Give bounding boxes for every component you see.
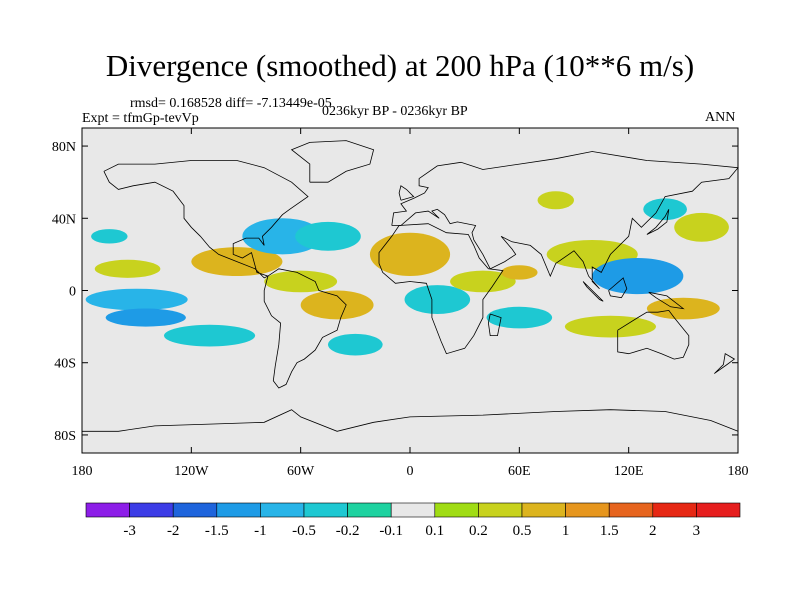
coast-british-isles bbox=[398, 185, 415, 201]
colorbar-swatch bbox=[85, 502, 130, 518]
coast-indonesia-borneo bbox=[608, 277, 628, 299]
field-blob bbox=[674, 212, 729, 242]
colorbar-label: -2 bbox=[167, 523, 180, 539]
field-blob bbox=[537, 191, 574, 210]
colorbar-swatch bbox=[129, 502, 174, 518]
colorbar-label: -1.5 bbox=[205, 523, 229, 539]
x-tick-label: 120W bbox=[174, 464, 209, 479]
field-blob bbox=[264, 270, 338, 293]
field-blob bbox=[94, 259, 161, 278]
coast-antarctica bbox=[82, 409, 739, 432]
plot-title: Divergence (smoothed) at 200 hPa (10**6 … bbox=[105, 48, 695, 83]
colorbar-label: 0.5 bbox=[513, 523, 532, 539]
y-tick-label: 80N bbox=[52, 140, 76, 155]
colorbar: -3 -2 -1.5 -1 -0.5 -0.2 -0.1 0.1 0.2 0.5 1 1.5 2 3 bbox=[85, 502, 741, 539]
colorbar-label: 0.2 bbox=[469, 523, 488, 539]
colorbar-label: 3 bbox=[693, 523, 701, 539]
colorbar-swatch bbox=[696, 502, 741, 518]
x-tick-label: 180 bbox=[72, 464, 93, 479]
colorbar-swatch bbox=[260, 502, 305, 518]
colorbar-swatch bbox=[608, 502, 654, 518]
divergence-fields bbox=[85, 191, 729, 356]
coast-greenland bbox=[290, 140, 375, 183]
colorbar-swatch bbox=[434, 502, 479, 518]
y-tick-label: 80S bbox=[54, 429, 76, 444]
coast-japan bbox=[646, 209, 670, 235]
field-blob bbox=[105, 308, 186, 327]
colorbar-label: -0.2 bbox=[336, 523, 360, 539]
colorbar-swatch bbox=[172, 502, 218, 518]
coast-madagascar bbox=[487, 313, 502, 336]
season-label: ANN bbox=[705, 110, 736, 125]
colorbar-label: 0.1 bbox=[425, 523, 444, 539]
colorbar-swatch bbox=[521, 502, 566, 518]
colorbar-label: 2 bbox=[649, 523, 657, 539]
x-tick-label: 180 bbox=[728, 464, 749, 479]
colorbar-swatch bbox=[347, 502, 392, 518]
x-tick-label: 0 bbox=[407, 464, 414, 479]
y-tick-label: 0 bbox=[69, 285, 76, 300]
coast-new-zealand bbox=[714, 353, 736, 374]
y-tick-label: 40N bbox=[52, 212, 76, 227]
coast-australia bbox=[617, 309, 690, 360]
colorbar-swatch bbox=[652, 502, 697, 518]
coast-north-america bbox=[103, 160, 309, 279]
coastlines bbox=[82, 140, 739, 432]
period-label: 0236kyr BP - 0236kyr BP bbox=[322, 104, 468, 119]
field-blob bbox=[300, 290, 374, 320]
field-blob bbox=[85, 288, 188, 311]
coast-south-america bbox=[263, 268, 347, 389]
colorbar-label: 1.5 bbox=[600, 523, 619, 539]
field-blob bbox=[404, 285, 471, 314]
x-tick-label: 60W bbox=[287, 464, 315, 479]
field-blob bbox=[486, 306, 553, 329]
field-blob bbox=[501, 265, 538, 280]
experiment-label: Expt = tfmGp-tevVp bbox=[82, 111, 199, 126]
colorbar-swatch bbox=[303, 502, 348, 518]
field-blob bbox=[295, 221, 361, 251]
colorbar-swatch bbox=[390, 502, 436, 518]
y-tick-label: 40S bbox=[54, 357, 76, 372]
x-tick-label: 60E bbox=[508, 464, 531, 479]
field-blob bbox=[164, 324, 256, 347]
field-blob bbox=[369, 232, 451, 277]
coast-eurasia bbox=[391, 151, 739, 289]
coast-sumatra bbox=[582, 281, 604, 302]
field-blob bbox=[91, 229, 128, 244]
colorbar-label: 1 bbox=[562, 523, 570, 539]
field-blob bbox=[564, 315, 656, 338]
colorbar-swatch bbox=[216, 502, 261, 518]
field-blob bbox=[328, 333, 383, 356]
coast-africa bbox=[378, 223, 504, 355]
x-tick-label: 120E bbox=[614, 464, 644, 479]
colorbar-swatch bbox=[478, 502, 523, 518]
stats-label: rmsd= 0.168528 diff= -7.13449e-05 bbox=[130, 96, 332, 111]
coast-new-guinea bbox=[648, 291, 685, 310]
colorbar-label: -1 bbox=[254, 523, 267, 539]
colorbar-label: -3 bbox=[123, 523, 136, 539]
colorbar-label: -0.1 bbox=[379, 523, 403, 539]
colorbar-swatch bbox=[565, 502, 610, 518]
colorbar-label: -0.5 bbox=[292, 523, 316, 539]
axis-ticks: 180 120W 60W 0 60E 120E 180 80N 40N 0 40S 80S bbox=[52, 128, 749, 479]
